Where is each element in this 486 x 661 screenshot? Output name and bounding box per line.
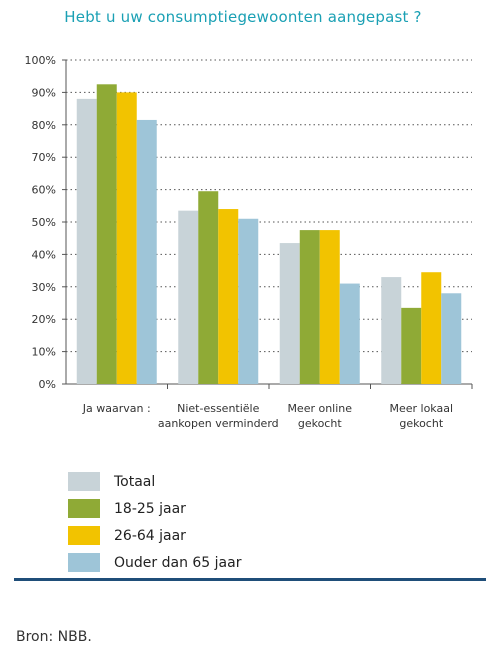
- y-tick-label: 50%: [32, 216, 56, 229]
- y-tick-label: 80%: [32, 119, 56, 132]
- bar: [198, 191, 219, 384]
- bar: [441, 293, 462, 384]
- y-tick-label: 0%: [39, 378, 56, 391]
- y-tick-label: 10%: [32, 346, 56, 359]
- y-tick-label: 90%: [32, 86, 56, 99]
- x-tick-label: Niet-essentiële aankopen verminderd: [158, 402, 279, 430]
- bar: [381, 277, 402, 384]
- y-tick-label: 20%: [32, 313, 56, 326]
- bottom-rule: [14, 578, 486, 581]
- bar: [279, 243, 300, 384]
- bar: [421, 272, 442, 384]
- x-tick-label: Meer online gekocht: [287, 402, 352, 430]
- y-tick-label: 70%: [32, 151, 56, 164]
- bar: [299, 230, 320, 384]
- bar: [178, 210, 199, 384]
- legend-label: Ouder dan 65 jaar: [114, 554, 242, 571]
- x-tick-label: Ja waarvan :: [82, 402, 151, 415]
- y-tick-label: 40%: [32, 248, 56, 261]
- y-tick-label: 30%: [32, 281, 56, 294]
- legend-label: Totaal: [114, 473, 156, 490]
- legend-swatch: [68, 472, 100, 491]
- bar: [238, 218, 259, 384]
- legend-swatch: [68, 526, 100, 545]
- bar: [401, 307, 422, 384]
- chart-title: Hebt u uw consumptiegewoonten aangepast …: [64, 8, 422, 26]
- bar: [136, 119, 157, 384]
- legend-item: Ouder dan 65 jaar: [68, 549, 241, 576]
- y-tick-label: 60%: [32, 184, 56, 197]
- source-note: Bron: NBB.: [16, 629, 92, 645]
- legend-item: 18-25 jaar: [68, 495, 241, 522]
- bar: [76, 98, 97, 384]
- x-tick-label: Meer lokaal gekocht: [389, 402, 453, 430]
- legend-label: 26-64 jaar: [114, 527, 186, 544]
- y-tick-label: 100%: [25, 54, 56, 67]
- bar: [319, 230, 340, 384]
- legend-swatch: [68, 553, 100, 572]
- legend-label: 18-25 jaar: [114, 500, 186, 517]
- legend-item: Totaal: [68, 468, 241, 495]
- bar: [218, 209, 239, 384]
- legend: Totaal 18-25 jaar 26-64 jaar Ouder dan 65 j…: [68, 468, 241, 576]
- bar: [116, 92, 137, 385]
- bar-chart: 0% 10% 20% 30% 40% 50% 60% 70% 80% 90% 100% Ja waar…: [25, 54, 473, 430]
- bar: [96, 84, 117, 385]
- bar: [339, 283, 360, 384]
- legend-item: 26-64 jaar: [68, 522, 241, 549]
- legend-swatch: [68, 499, 100, 518]
